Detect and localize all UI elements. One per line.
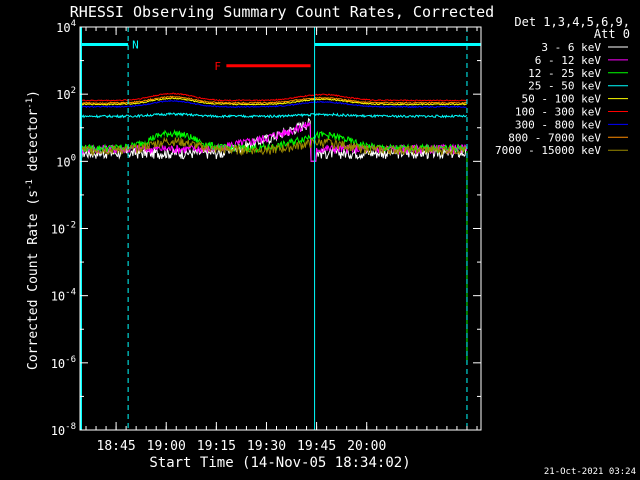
legend-label: 12 - 25 keV xyxy=(528,67,601,80)
series-lines xyxy=(79,92,468,363)
y-tick-base: 10 xyxy=(51,424,65,438)
y-tick-base: 10 xyxy=(56,88,70,102)
legend-label: 7000 - 15000 keV xyxy=(495,144,601,157)
x-tick-label: 20:00 xyxy=(347,439,386,454)
series-line-7 xyxy=(79,95,467,105)
y-tick-label: 10-8 xyxy=(51,422,76,438)
y-tick-label: 10-6 xyxy=(51,355,76,371)
legend-label: 50 - 100 keV xyxy=(522,93,602,106)
y-tick-exp: 0 xyxy=(71,153,76,163)
series-line-4 xyxy=(79,97,467,106)
y-axis-label-sup1: -1 xyxy=(25,179,35,190)
y-axis-label-mid: detector xyxy=(26,109,41,180)
y-axis-label-sup2: -1 xyxy=(25,98,35,109)
flag-label-F: F xyxy=(214,60,221,73)
y-tick-label: 104 xyxy=(56,19,76,35)
series-line-1 xyxy=(79,121,468,162)
y-tick-label: 102 xyxy=(56,86,76,102)
legend-label: 6 - 12 keV xyxy=(535,54,602,67)
axis-ticks xyxy=(80,26,481,431)
x-axis-label: Start Time (14-Nov-05 18:34:02) xyxy=(149,455,410,471)
legend-label: 25 - 50 keV xyxy=(528,80,601,93)
chart-title: RHESSI Observing Summary Count Rates, Co… xyxy=(70,3,494,21)
legend-label: 800 - 7000 keV xyxy=(508,131,601,144)
timestamp: 21-Oct-2021 03:24 xyxy=(544,467,636,477)
x-tick-label: 19:45 xyxy=(297,439,336,454)
flag-label-N: N xyxy=(132,39,139,52)
y-tick-base: 10 xyxy=(56,21,70,35)
series-line-8 xyxy=(79,136,467,157)
y-tick-base: 10 xyxy=(51,290,65,304)
y-axis-label: Corrected Count Rate (s-1 detector-1) xyxy=(25,90,41,370)
y-axis-label-main: Corrected Count Rate (s xyxy=(26,190,41,370)
x-tick-label: 19:00 xyxy=(147,439,186,454)
y-tick-exp: 4 xyxy=(71,19,76,29)
y-tick-exp: -4 xyxy=(65,288,76,298)
legend-header-2: Att 0 xyxy=(594,27,630,41)
y-tick-base: 10 xyxy=(51,223,65,237)
series-line-6 xyxy=(79,99,467,109)
y-tick-exp: 2 xyxy=(71,86,76,96)
series-line-5 xyxy=(79,92,467,102)
flag-bars: NF xyxy=(80,27,481,430)
x-tick-labels: 18:45 19:00 19:15 19:30 19:45 20:00 xyxy=(97,439,387,454)
x-tick-label: 19:15 xyxy=(197,439,236,454)
series-line-0 xyxy=(79,117,467,162)
legend-header-1: Det 1,3,4,5,6,9, xyxy=(514,15,630,29)
legend-label: 100 - 300 keV xyxy=(515,106,601,119)
x-tick-label: 18:45 xyxy=(97,439,136,454)
y-tick-label: 10-2 xyxy=(51,221,76,237)
legend-label: 3 - 6 keV xyxy=(541,41,601,54)
plot-frame xyxy=(79,26,482,431)
y-tick-base: 10 xyxy=(56,155,70,169)
y-axis-label-end: ) xyxy=(26,90,41,98)
y-tick-exp: -8 xyxy=(65,422,76,432)
x-tick-label: 19:30 xyxy=(247,439,286,454)
y-tick-label: 10-4 xyxy=(51,288,76,304)
y-tick-exp: -6 xyxy=(65,355,76,365)
series-line-3 xyxy=(79,112,468,119)
y-tick-base: 10 xyxy=(51,357,65,371)
legend-label: 300 - 800 keV xyxy=(515,118,601,131)
y-tick-label: 100 xyxy=(56,153,76,169)
y-tick-exp: -2 xyxy=(65,221,76,231)
